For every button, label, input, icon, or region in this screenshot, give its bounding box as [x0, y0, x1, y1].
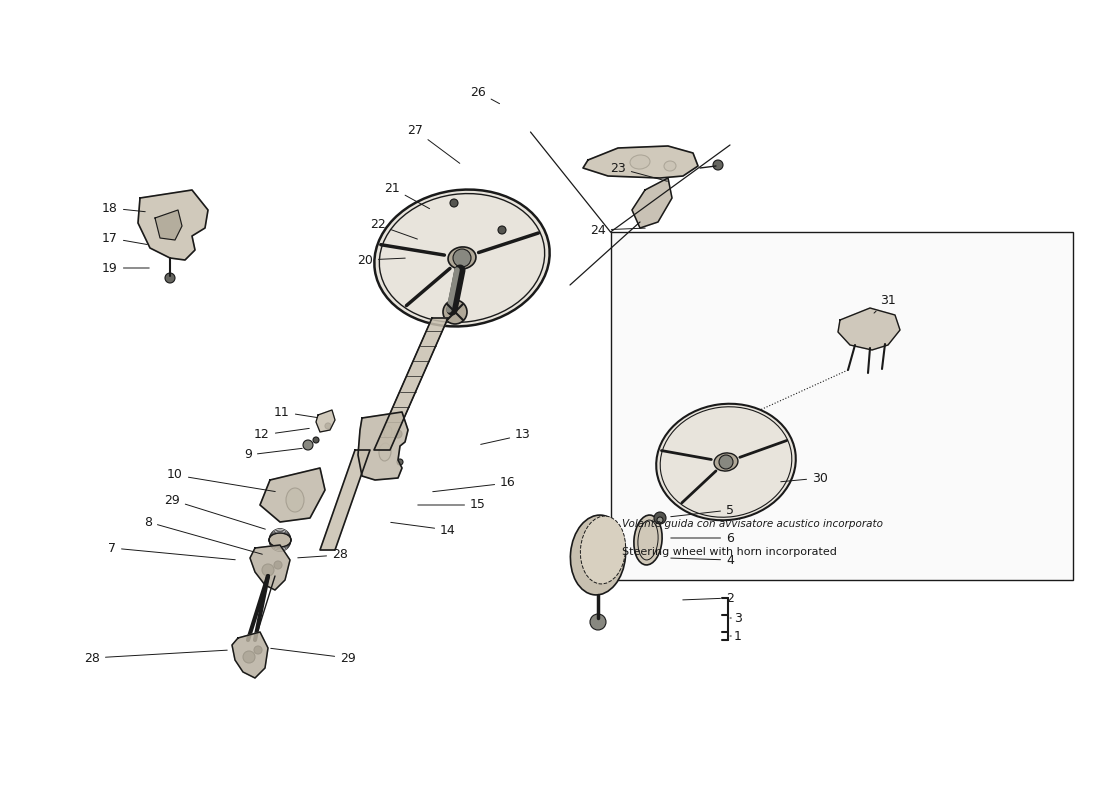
Polygon shape — [838, 308, 900, 350]
Polygon shape — [320, 450, 370, 550]
Text: 6: 6 — [671, 531, 734, 545]
Ellipse shape — [286, 488, 304, 512]
Text: 14: 14 — [390, 522, 455, 537]
Circle shape — [324, 423, 331, 429]
Circle shape — [713, 160, 723, 170]
Circle shape — [397, 459, 403, 465]
Text: 5: 5 — [671, 503, 734, 517]
Text: 18: 18 — [102, 202, 145, 214]
Text: 30: 30 — [781, 471, 828, 485]
Polygon shape — [358, 412, 408, 480]
Ellipse shape — [657, 404, 795, 520]
Ellipse shape — [448, 247, 476, 269]
Text: 8: 8 — [144, 515, 262, 554]
Polygon shape — [155, 210, 182, 240]
Circle shape — [443, 300, 468, 324]
Polygon shape — [316, 410, 336, 432]
Text: 15: 15 — [418, 498, 486, 511]
Circle shape — [243, 651, 255, 663]
Text: Steering wheel with horn incorporated: Steering wheel with horn incorporated — [623, 547, 837, 557]
Polygon shape — [260, 468, 324, 522]
Text: 31: 31 — [874, 294, 895, 313]
Text: 16: 16 — [432, 477, 516, 492]
Polygon shape — [232, 632, 268, 678]
Text: 10: 10 — [167, 469, 275, 491]
Polygon shape — [138, 190, 208, 260]
Circle shape — [590, 614, 606, 630]
Text: 29: 29 — [164, 494, 265, 529]
Circle shape — [453, 249, 471, 267]
Text: 3: 3 — [730, 611, 741, 625]
Ellipse shape — [630, 155, 650, 169]
Circle shape — [274, 561, 282, 569]
Text: 28: 28 — [84, 650, 228, 665]
Polygon shape — [250, 545, 290, 590]
Text: 19: 19 — [102, 262, 150, 274]
Text: 12: 12 — [254, 428, 309, 442]
Circle shape — [657, 517, 663, 523]
Text: 26: 26 — [470, 86, 499, 104]
Circle shape — [498, 226, 506, 234]
Text: 1: 1 — [730, 630, 741, 642]
Circle shape — [254, 646, 262, 654]
Text: 21: 21 — [384, 182, 430, 209]
Ellipse shape — [270, 533, 292, 547]
Ellipse shape — [664, 161, 676, 171]
Text: 2: 2 — [683, 591, 734, 605]
Text: 28: 28 — [298, 549, 348, 562]
Text: 11: 11 — [274, 406, 317, 418]
Text: 23: 23 — [610, 162, 668, 182]
Circle shape — [165, 273, 175, 283]
Polygon shape — [583, 146, 698, 178]
Text: 29: 29 — [271, 648, 356, 665]
Ellipse shape — [634, 515, 662, 565]
Polygon shape — [632, 178, 672, 228]
Text: 24: 24 — [590, 223, 646, 237]
Circle shape — [394, 430, 402, 438]
Text: 13: 13 — [481, 429, 531, 444]
Ellipse shape — [714, 453, 738, 471]
Ellipse shape — [571, 515, 626, 595]
Text: 7: 7 — [108, 542, 235, 560]
Circle shape — [719, 455, 733, 469]
Ellipse shape — [379, 443, 390, 461]
Circle shape — [654, 512, 666, 524]
Text: 4: 4 — [671, 554, 734, 566]
Text: 27: 27 — [407, 123, 460, 163]
Ellipse shape — [374, 190, 550, 326]
Text: 20: 20 — [358, 254, 405, 266]
Circle shape — [262, 564, 274, 576]
Circle shape — [302, 440, 313, 450]
Text: 22: 22 — [370, 218, 417, 239]
Text: 9: 9 — [244, 448, 303, 462]
Circle shape — [314, 437, 319, 443]
Circle shape — [450, 199, 458, 207]
Polygon shape — [374, 318, 448, 450]
Ellipse shape — [581, 516, 626, 584]
Ellipse shape — [384, 426, 392, 438]
Bar — [610, 232, 1072, 580]
Text: 17: 17 — [102, 231, 147, 245]
Text: Volante guida con avvisatore acustico incorporato: Volante guida con avvisatore acustico in… — [623, 519, 883, 530]
